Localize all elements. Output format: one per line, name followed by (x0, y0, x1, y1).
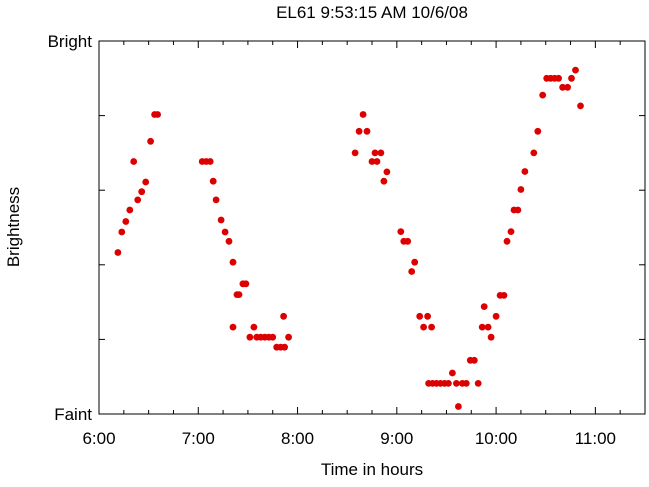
data-point (411, 258, 419, 266)
data-point (280, 312, 287, 320)
data-point (564, 83, 571, 91)
data-point (209, 177, 217, 185)
data-point (404, 237, 412, 245)
data-point (285, 333, 292, 341)
data-point (130, 158, 138, 165)
data-point (453, 380, 460, 387)
data-point (229, 258, 237, 266)
data-point (416, 312, 424, 320)
data-point (363, 127, 371, 135)
axis-tick-labels: 6:00 7:00 8:00 9:00 10:00 11:00 Bright Faint (48, 32, 616, 448)
data-point (281, 343, 288, 351)
data-point (462, 380, 470, 387)
data-point (530, 149, 538, 157)
data-point (503, 237, 511, 245)
chart-title: EL61 9:53:15 AM 10/6/08 (276, 3, 468, 22)
data-point (470, 356, 478, 364)
data-point (478, 323, 486, 331)
data-point (206, 158, 214, 165)
data-point (492, 312, 500, 320)
x-tick-label: 10:00 (475, 429, 518, 448)
data-point (269, 333, 277, 341)
data-point (373, 158, 381, 165)
data-point (114, 249, 122, 256)
data-point (484, 323, 492, 331)
data-point (126, 206, 134, 214)
plot-frame (98, 40, 646, 415)
data-point (138, 188, 146, 196)
data-point (154, 111, 162, 118)
data-point (377, 149, 385, 157)
data-point (217, 216, 225, 224)
data-point (420, 323, 427, 331)
data-point (380, 177, 388, 185)
x-tick-label: 9:00 (380, 429, 413, 448)
axis-ticks (99, 41, 645, 414)
data-point (359, 111, 367, 118)
data-point (225, 237, 233, 245)
data-point (517, 186, 525, 193)
data-point (424, 312, 431, 320)
data-point (408, 268, 416, 275)
data-point (212, 196, 220, 204)
data-point (572, 66, 579, 74)
data-point (371, 149, 379, 157)
data-point (134, 196, 142, 204)
data-point (521, 168, 529, 175)
data-point (122, 218, 130, 225)
data-point (480, 303, 488, 310)
data-point (250, 323, 258, 331)
data-point (428, 323, 435, 331)
y-tick-label: Bright (48, 32, 93, 51)
data-point (397, 228, 405, 236)
data-point (142, 178, 150, 186)
data-point (118, 228, 126, 236)
data-point (507, 228, 515, 236)
data-point (445, 380, 452, 387)
data-points (114, 66, 584, 410)
data-point (147, 137, 155, 145)
data-point (229, 323, 237, 331)
data-point (246, 333, 254, 341)
data-point (514, 206, 522, 214)
data-point (474, 380, 482, 387)
x-tick-label: 6:00 (82, 429, 115, 448)
data-point (242, 280, 250, 288)
data-point (235, 291, 243, 298)
x-tick-label: 11:00 (575, 429, 616, 448)
data-point (568, 74, 575, 82)
data-point (449, 369, 456, 377)
data-point (368, 158, 376, 165)
data-point (383, 168, 391, 176)
x-tick-label: 8:00 (281, 429, 314, 448)
x-tick-label: 7:00 (182, 429, 215, 448)
x-axis-label: Time in hours (321, 460, 423, 479)
data-point (351, 149, 359, 157)
y-tick-label: Faint (54, 405, 92, 424)
data-point (555, 74, 562, 82)
y-axis-label: Brightness (4, 187, 23, 267)
data-point (539, 91, 547, 99)
data-point (455, 403, 462, 410)
data-point (534, 127, 542, 135)
data-point (487, 333, 495, 341)
data-point (500, 292, 508, 299)
data-point (577, 102, 584, 110)
data-point (559, 83, 566, 91)
data-point (355, 127, 363, 135)
data-point (221, 228, 229, 236)
